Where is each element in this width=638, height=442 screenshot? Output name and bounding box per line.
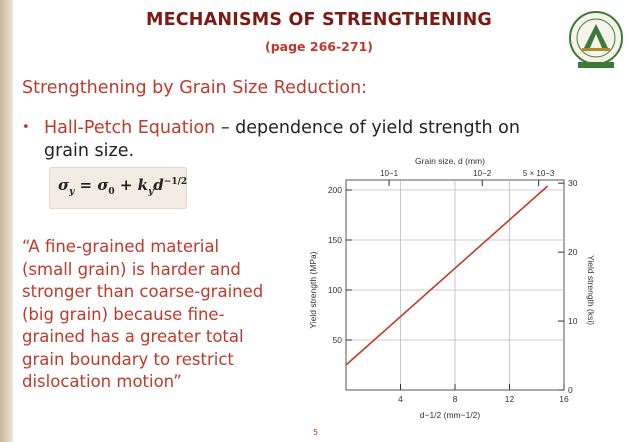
university-seal-icon: [566, 10, 626, 70]
chart-top-tick-label: 10−1: [380, 169, 399, 178]
quote-text: “A fine-grained material (small grain) i…: [22, 236, 292, 394]
chart-y-tick-label: 200: [328, 185, 342, 195]
chart-x-axis-label: d−1/2 (mm−1/2): [420, 410, 481, 420]
chart-x-tick-label: 16: [559, 394, 569, 404]
chart-y-axis-label: Yield strength (MPa): [308, 251, 318, 328]
chart-x-tick-label: 12: [505, 394, 515, 404]
quote-line: stronger than coarse-grained: [22, 282, 264, 301]
quote-line: grain boundary to restrict: [22, 349, 234, 369]
chart-top-tick-label: 5 × 10−3: [523, 169, 555, 178]
chart-right-tick-label: 20: [568, 247, 578, 257]
chart-x-tick-label: 4: [398, 394, 403, 404]
quote-line: (small grain) is harder and: [22, 259, 241, 279]
page-number: 5: [313, 428, 319, 437]
chart-series-line: [345, 185, 549, 366]
chart-right-tick-label: 10: [568, 316, 578, 326]
bullet-text-2: grain size.: [44, 141, 135, 161]
hall-petch-equation: σy = σ0 + kyd−1/2: [58, 176, 188, 197]
chart-y-tick-label: 100: [328, 285, 342, 295]
hall-petch-term: Hall-Petch Equation: [44, 118, 216, 138]
section-heading: Strengthening by Grain Size Reduction:: [22, 78, 368, 98]
hall-petch-chart-svg: Grain size, d (mm) d−1/2 (mm−1/2) Yield …: [308, 156, 596, 420]
chart-x-tick-label: 8: [453, 394, 458, 404]
quote-line: (big grain) because fine-: [22, 304, 225, 324]
chart-top-tick-label: 10−2: [473, 169, 492, 178]
quote-line: dislocation motion”: [22, 372, 182, 391]
bullet-hall-petch: • Hall-Petch Equation – dependence of yie…: [22, 116, 602, 163]
slide-side-bar: [0, 0, 13, 442]
quote-line: “A fine-grained material: [22, 237, 220, 256]
slide-title: MECHANISMS OF STRENGTHENING: [146, 10, 492, 30]
hall-petch-equation-box: σy = σ0 + kyd−1/2: [49, 167, 187, 209]
chart-right-tick-label: 0: [568, 385, 573, 395]
chart-y2-axis-label: Yield strength (ksi): [586, 255, 596, 325]
slide-subtitle: (page 266-271): [265, 39, 373, 54]
chart-top-axis-label: Grain size, d (mm): [415, 156, 485, 166]
quote-line: grained has a greater total: [22, 327, 244, 346]
bullet-dot-icon: •: [22, 120, 30, 135]
hall-petch-chart: Grain size, d (mm) d−1/2 (mm−1/2) Yield …: [296, 150, 596, 426]
bullet-text-1: – dependence of yield strength on: [215, 118, 520, 138]
chart-y-tick-label: 50: [333, 335, 343, 345]
chart-y-tick-label: 150: [328, 235, 342, 245]
chart-right-tick-label: 30: [568, 178, 578, 188]
